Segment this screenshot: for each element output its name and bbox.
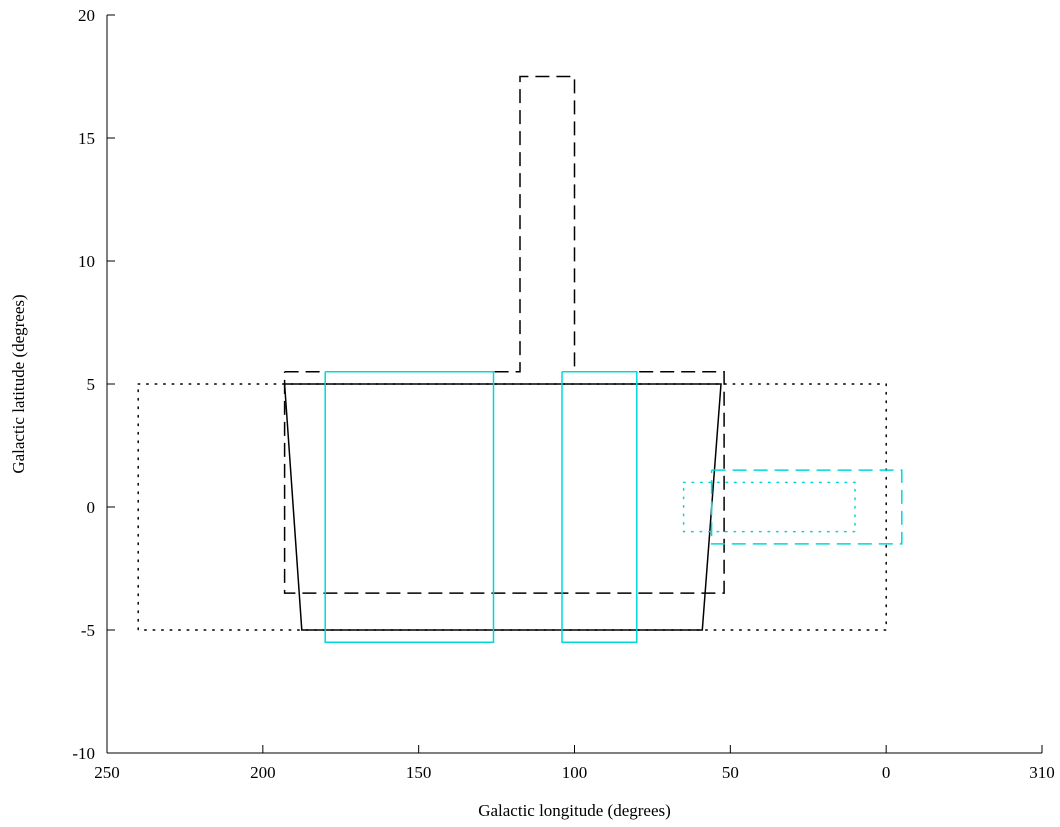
x-tick-label: 0 [882, 763, 891, 782]
x-tick-label: 310 [1029, 763, 1055, 782]
x-tick-label: 150 [406, 763, 432, 782]
y-tick-label: -5 [81, 621, 95, 640]
y-tick-label: 10 [78, 252, 95, 271]
y-tick-label: 0 [87, 498, 96, 517]
axes-group: 250 200 150 100 50 0 310 -10 -5 0 5 10 15 20 [72, 6, 1054, 782]
y-axis-title: Galactic latitude (degrees) [9, 294, 28, 473]
series-2-dashed-outline [283, 75, 725, 594]
y-tick-label: 20 [78, 6, 95, 25]
y-tick-label: 15 [78, 129, 95, 148]
series-1-solid-outline [283, 383, 722, 631]
y-tick-label: 5 [87, 375, 96, 394]
x-tick-label: 100 [562, 763, 588, 782]
series-6-dashed-outline [710, 469, 903, 545]
plot-series-group [137, 75, 903, 644]
series-4-solid-outline [561, 370, 638, 644]
x-tick-label: 250 [94, 763, 120, 782]
x-tick-label: 200 [250, 763, 276, 782]
series-3-solid-outline [324, 370, 495, 644]
y-tick-label: -10 [72, 744, 95, 763]
x-axis-title: Galactic longitude (degrees) [478, 801, 671, 820]
series-0-dotted-outline [137, 383, 887, 631]
x-tick-label: 50 [722, 763, 739, 782]
series-5-dotted-outline [682, 481, 856, 533]
